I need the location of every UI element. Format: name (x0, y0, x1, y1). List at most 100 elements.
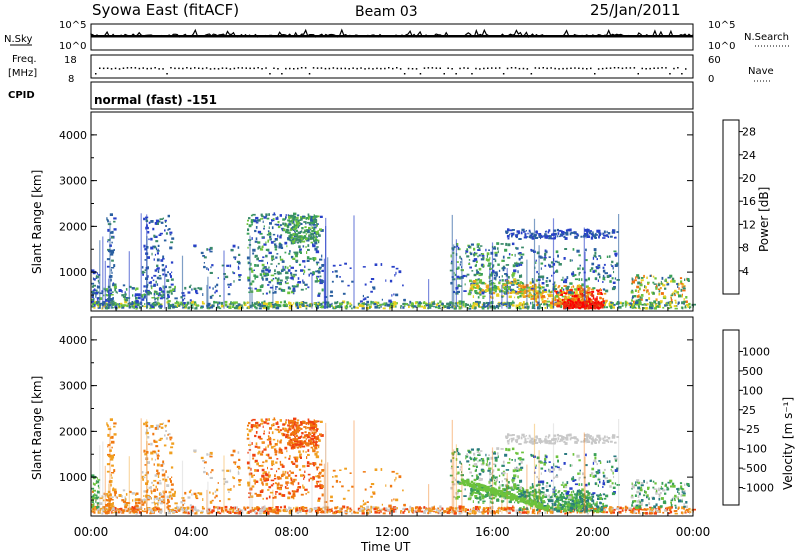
power-cell (458, 285, 462, 287)
power-cell (474, 300, 478, 304)
power-cell (459, 301, 462, 305)
power-cell (159, 294, 162, 296)
power-cell (404, 304, 406, 307)
velocity-cell (170, 480, 172, 483)
power-cell (150, 220, 154, 223)
power-cell (494, 271, 498, 274)
power-cell (298, 240, 302, 243)
velocity-cell (108, 494, 112, 497)
power-cell (267, 248, 270, 252)
power-cell (316, 263, 318, 266)
velocity-cell (133, 511, 136, 513)
power-cell (603, 234, 607, 237)
velocity-cell (288, 506, 290, 509)
velocity-cell (166, 502, 169, 505)
power-cell (428, 303, 431, 305)
power-cell (572, 285, 574, 288)
power-cell (610, 306, 613, 310)
power-cell (567, 299, 571, 302)
velocity-cell (233, 461, 237, 464)
velocity-cell (143, 510, 147, 513)
power-cell (319, 258, 323, 261)
velocity-cell (427, 512, 430, 514)
velocity-cell (143, 490, 146, 493)
power-cell (267, 270, 271, 273)
velocity-cell (157, 499, 159, 502)
velocity-cell (157, 501, 160, 504)
freq-dot (174, 67, 176, 70)
power-cell (481, 307, 485, 310)
power-colorbar-tick-label: 12 (742, 218, 756, 231)
power-cell (269, 237, 271, 240)
freq-dot (249, 67, 251, 70)
freq-dot (538, 67, 540, 69)
power-cell (216, 306, 220, 308)
power-cell (95, 289, 98, 292)
velocity-cell (107, 503, 111, 506)
nave-tick-bottom: 0 (708, 74, 714, 85)
power-cell (311, 230, 315, 232)
power-cell (143, 293, 146, 296)
power-cell (599, 302, 601, 305)
velocity-cell (167, 498, 170, 501)
power-cell (578, 304, 580, 306)
power-cell (248, 217, 251, 220)
power-cell (501, 285, 504, 289)
power-cell (493, 285, 497, 287)
velocity-cell (178, 509, 181, 512)
power-cell (535, 286, 537, 289)
freq-dot (225, 67, 228, 69)
power-cell (553, 281, 556, 284)
power-cell (302, 281, 305, 284)
power-cell (590, 291, 594, 293)
power-cell (254, 305, 257, 309)
power-cell (257, 247, 259, 250)
power-cell (551, 233, 555, 236)
power-cell (598, 255, 601, 257)
power-cell (511, 254, 513, 256)
power-cell (653, 283, 657, 285)
power-cell (277, 234, 279, 238)
power-cell (645, 303, 648, 306)
power-cell (450, 281, 453, 285)
power-cell (524, 236, 527, 239)
power-cell (309, 231, 311, 235)
power-cell (457, 284, 460, 287)
power-cell (118, 289, 122, 292)
velocity-cell (137, 498, 141, 502)
power-cell (290, 255, 294, 259)
velocity-cell (102, 510, 106, 512)
power-cell (259, 273, 262, 276)
power-cell (234, 257, 236, 260)
velocity-cell (546, 510, 548, 514)
velocity-cell (146, 494, 148, 497)
power-cell (581, 278, 583, 281)
power-cell (495, 276, 497, 278)
velocity-cell (525, 511, 528, 514)
power-cell (667, 283, 670, 286)
power-cell (515, 246, 517, 249)
power-cell (585, 302, 588, 305)
power-cell (508, 295, 512, 299)
velocity-cell (195, 497, 199, 500)
power-cell (595, 256, 597, 258)
power-cell (566, 285, 570, 288)
velocity-cell (637, 509, 640, 513)
velocity-cell (366, 508, 370, 511)
power-cell (473, 285, 475, 289)
power-cell (680, 288, 683, 292)
power-cell (509, 286, 511, 289)
velocity-cell (185, 508, 187, 512)
power-cell (400, 305, 402, 309)
velocity-cell (662, 511, 665, 514)
velocity-cell (498, 506, 500, 509)
velocity-cell (157, 472, 160, 474)
power-cell (282, 269, 286, 271)
power-cell (467, 307, 469, 309)
power-cell (248, 262, 251, 264)
velocity-cell (649, 506, 652, 509)
power-cell (284, 222, 287, 226)
power-cell (374, 302, 379, 305)
power-streak (206, 284, 208, 309)
